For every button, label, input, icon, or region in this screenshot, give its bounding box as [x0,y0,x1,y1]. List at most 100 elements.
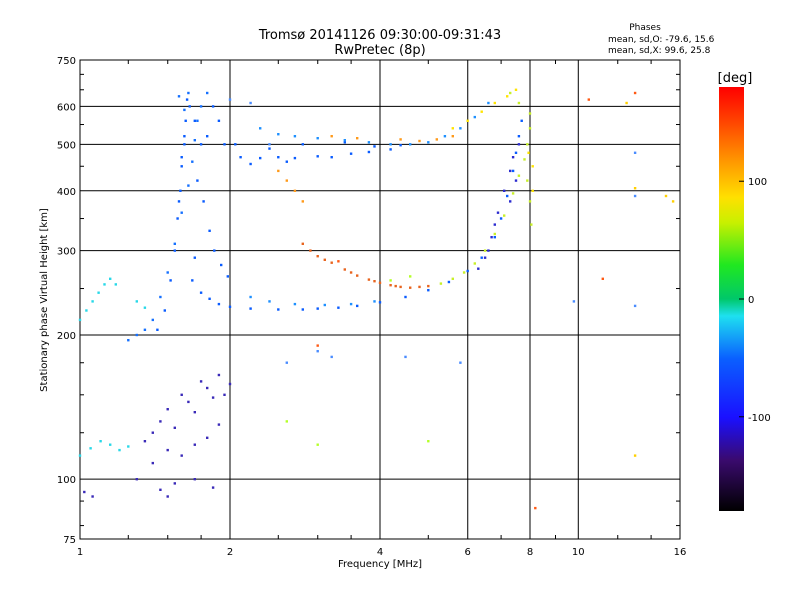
data-point [187,91,190,95]
colorbar: 100 0 -100 [719,87,771,511]
data-point [316,255,319,258]
data-point [180,393,183,396]
data-point [367,150,371,154]
data-point [473,262,476,265]
data-point [506,194,509,198]
colorbar-tick-label: -100 [748,413,771,424]
x-tick-label: 8 [527,547,533,558]
data-point [356,304,359,308]
data-point [373,145,376,148]
data-point [483,249,487,252]
data-point [490,236,493,239]
data-point [509,91,512,95]
data-point [176,217,179,220]
data-point [330,355,333,359]
y-tick-label: 75 [63,535,76,546]
data-point [206,386,209,390]
data-point [228,305,232,308]
colorbar-tick-label: 100 [748,177,767,188]
phase-info-o: mean, sd,O: -79.6, 15.6 [608,35,715,45]
data-point [193,139,196,142]
data-point [277,169,280,173]
data-point [477,267,480,270]
data-point [316,307,319,310]
data-point [293,302,297,306]
series-4 [277,135,454,203]
data-point [330,135,333,138]
x-tick-label: 4 [377,547,383,558]
data-point [633,91,637,95]
data-point [404,355,407,359]
series-12 [285,275,430,446]
data-point [343,268,346,271]
data-point [177,200,181,203]
data-point [356,274,359,277]
x-tick-label: 6 [465,547,471,558]
data-point [337,306,340,309]
data-point [234,143,237,146]
chart-title: Tromsø 20141126 09:30:00-09:31:43 [258,28,501,43]
data-point [213,249,216,252]
data-point [127,445,130,448]
data-point [199,105,203,108]
data-point [514,88,518,91]
data-point [187,400,190,404]
data-point [527,151,530,154]
data-point [418,139,421,143]
data-point [166,408,169,411]
data-point [480,256,483,259]
data-point [206,91,209,95]
data-point [367,278,371,281]
x-tick-label: 16 [674,547,687,558]
data-point [601,277,604,280]
data-point [208,297,211,300]
data-point [166,495,169,498]
series-9 [127,91,209,342]
data-point [277,133,280,136]
data-point [249,101,252,105]
data-point [277,156,280,159]
data-point [514,151,518,154]
data-point [459,127,462,130]
data-point [91,300,94,303]
data-point [349,271,353,274]
data-point [389,284,392,287]
data-point [633,304,637,308]
data-point [587,98,590,101]
data-point [185,98,189,101]
data-point [285,160,288,163]
data-point [483,256,487,259]
x-tick-label: 10 [572,547,585,558]
data-point [199,291,203,294]
chart-subtitle: RwPretec (8p) [334,43,425,58]
data-point [572,300,576,303]
data-point [78,318,82,322]
data-point [249,295,252,299]
series-0 [156,98,523,331]
data-point [373,300,376,303]
data-point [85,309,88,312]
data-point [356,137,359,140]
data-point [89,447,92,450]
series-6 [451,88,534,192]
data-point [517,174,521,177]
series-3 [301,242,430,289]
data-point [517,101,521,105]
data-point [389,143,392,146]
y-axis-label: Stationary phase Virtual Height [km] [39,208,50,392]
data-point [330,261,333,264]
data-point [633,187,637,190]
data-point [226,275,229,278]
data-point [135,333,138,337]
data-point [427,284,430,288]
data-point [487,249,490,252]
data-point [193,411,196,414]
data-point [337,260,340,263]
data-point [169,279,172,282]
data-point [323,303,326,307]
data-point [184,119,187,122]
data-point [316,344,319,347]
data-point [91,495,94,498]
data-point [211,486,215,489]
data-point [293,156,297,160]
